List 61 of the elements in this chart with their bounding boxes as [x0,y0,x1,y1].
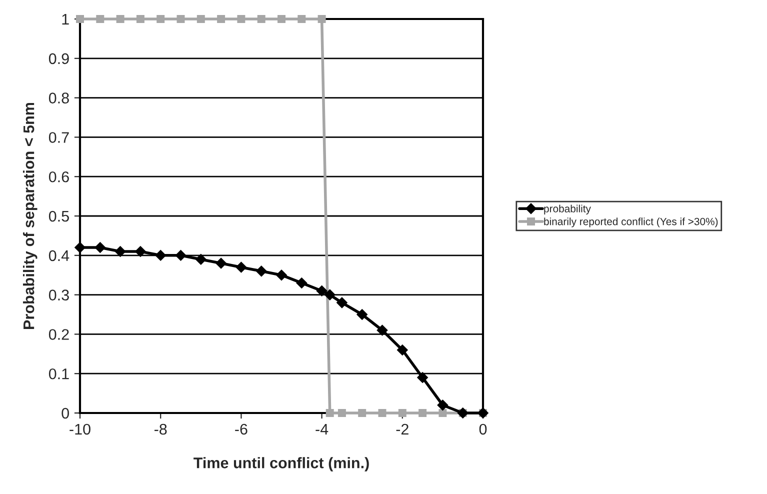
x-tick-label: 0 [479,424,487,435]
point [236,262,247,273]
point [114,246,126,257]
point [326,409,334,417]
point [116,15,124,23]
point [196,15,205,23]
point [217,15,226,23]
x-tick-label: -6 [235,424,248,435]
x-tick-label: -4 [316,424,328,434]
point [318,15,326,23]
point [256,266,267,277]
point [156,15,165,23]
y-tick-label: 0.2 [48,329,69,340]
y-tick-label: 0.6 [48,171,69,182]
point [418,409,427,417]
legend-label: binarily reported conflict (Yes if >30%) [544,218,718,228]
y-axis-title: Probability of separation < 5nm [22,102,38,329]
point [237,15,246,23]
point [76,15,84,23]
point [324,289,336,300]
point [438,409,447,417]
point [216,258,226,269]
point [94,242,106,253]
x-tick-label: -8 [154,424,167,435]
point [376,324,388,336]
point [316,285,328,296]
point [398,409,406,417]
point [195,254,206,265]
y-tick-label: 0.5 [48,210,69,222]
point [74,242,86,253]
point [356,309,368,320]
point [176,15,185,23]
point [296,278,308,288]
point [396,344,408,356]
point [175,250,186,261]
x-tick-label: -2 [396,424,408,434]
point [437,400,448,411]
point [135,246,146,257]
point [417,372,428,383]
point [336,297,348,308]
y-tick-label: 0.1 [48,368,69,380]
y-tick-label: 0.8 [48,92,69,104]
point [96,15,104,23]
y-tick-label: 0.9 [48,53,69,64]
point [257,15,266,23]
y-tick-label: 0 [62,408,69,419]
point [276,270,287,281]
x-axis-title: Time until conflict (min.) [194,457,369,472]
point [358,409,366,417]
y-tick-label: 0.7 [48,132,69,143]
y-tick-label: 1 [62,14,69,25]
point [155,250,166,261]
point [298,15,306,23]
point [378,409,386,417]
point [338,409,346,417]
x-tick-label: -10 [70,424,90,435]
point [136,15,144,23]
point [278,15,286,23]
y-tick-label: 0.4 [48,250,70,262]
y-tick-label: 0.3 [48,290,69,300]
legend-label: probability [544,204,591,214]
